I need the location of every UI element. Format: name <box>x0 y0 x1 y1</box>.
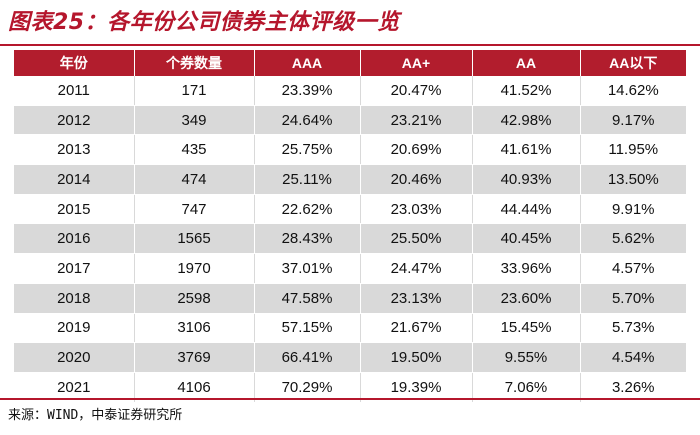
cell-aaa: 24.64% <box>254 105 361 136</box>
cell-aaa: 70.29% <box>254 372 361 403</box>
table-row: 2015 747 22.62% 23.03% 44.44% 9.91% <box>14 194 686 225</box>
cell-count: 171 <box>134 76 255 106</box>
table-row: 2012 349 24.64% 23.21% 42.98% 9.17% <box>14 105 686 136</box>
cell-aa-plus: 23.21% <box>360 105 473 136</box>
header-aaa: AAA <box>254 50 361 76</box>
source-note: 来源：WIND，中泰证券研究所 <box>8 408 183 423</box>
table-row: 2017 1970 37.01% 24.47% 33.96% 4.57% <box>14 253 686 284</box>
cell-below-aa: 13.50% <box>580 164 686 195</box>
cell-aa: 41.61% <box>472 134 581 166</box>
table-row: 2020 3769 66.41% 19.50% 9.55% 4.54% <box>14 342 686 373</box>
cell-year: 2015 <box>14 194 135 225</box>
cell-below-aa: 11.95% <box>580 134 686 166</box>
cell-count: 1565 <box>134 223 255 255</box>
cell-aa-plus: 20.46% <box>360 164 473 195</box>
cell-below-aa: 4.54% <box>580 342 686 373</box>
cell-year: 2017 <box>14 253 135 284</box>
rating-table: 年份 个券数量 AAA AA+ AA AA以下 2011 171 23.39% 20.… <box>14 50 686 403</box>
header-aa: AA <box>472 50 581 76</box>
cell-count: 3769 <box>134 342 255 373</box>
cell-below-aa: 5.73% <box>580 313 686 344</box>
cell-aaa: 25.11% <box>254 164 361 195</box>
cell-aa: 33.96% <box>472 253 581 284</box>
figure-title: 图表25：各年份公司债券主体评级一览 <box>8 10 400 35</box>
rating-table-container: 年份 个券数量 AAA AA+ AA AA以下 2011 171 23.39% 20.… <box>14 50 686 403</box>
cell-count: 3106 <box>134 313 255 344</box>
cell-aaa: 57.15% <box>254 313 361 344</box>
cell-year: 2019 <box>14 313 135 344</box>
cell-aa: 40.93% <box>472 164 581 195</box>
cell-aa-plus: 21.67% <box>360 313 473 344</box>
cell-aa-plus: 23.13% <box>360 283 473 314</box>
cell-count: 747 <box>134 194 255 225</box>
table-row: 2021 4106 70.29% 19.39% 7.06% 3.26% <box>14 372 686 403</box>
cell-aaa: 25.75% <box>254 134 361 166</box>
cell-aaa: 47.58% <box>254 283 361 314</box>
cell-aaa: 23.39% <box>254 76 361 106</box>
cell-aaa: 37.01% <box>254 253 361 284</box>
header-count: 个券数量 <box>134 50 255 76</box>
title-divider <box>0 44 700 46</box>
cell-count: 1970 <box>134 253 255 284</box>
cell-aa-plus: 20.47% <box>360 76 473 106</box>
bottom-divider <box>0 398 700 400</box>
table-row: 2019 3106 57.15% 21.67% 15.45% 5.73% <box>14 313 686 344</box>
cell-year: 2014 <box>14 164 135 195</box>
cell-below-aa: 9.91% <box>580 194 686 225</box>
cell-aa-plus: 20.69% <box>360 134 473 166</box>
cell-year: 2012 <box>14 105 135 136</box>
table-body: 2011 171 23.39% 20.47% 41.52% 14.62% 2012 349 24… <box>14 76 686 403</box>
table-row: 2014 474 25.11% 20.46% 40.93% 13.50% <box>14 164 686 195</box>
cell-aa-plus: 25.50% <box>360 223 473 255</box>
cell-count: 435 <box>134 134 255 166</box>
cell-aa-plus: 24.47% <box>360 253 473 284</box>
cell-aa: 44.44% <box>472 194 581 225</box>
cell-aaa: 28.43% <box>254 223 361 255</box>
cell-year: 2013 <box>14 134 135 166</box>
cell-aa: 41.52% <box>472 76 581 106</box>
cell-aa: 42.98% <box>472 105 581 136</box>
cell-year: 2021 <box>14 372 135 403</box>
cell-count: 2598 <box>134 283 255 314</box>
cell-aa: 23.60% <box>472 283 581 314</box>
cell-below-aa: 9.17% <box>580 105 686 136</box>
cell-aaa: 66.41% <box>254 342 361 373</box>
cell-year: 2018 <box>14 283 135 314</box>
table-header-row: 年份 个券数量 AAA AA+ AA AA以下 <box>14 50 686 76</box>
cell-below-aa: 14.62% <box>580 76 686 106</box>
cell-count: 474 <box>134 164 255 195</box>
table-row: 2011 171 23.39% 20.47% 41.52% 14.62% <box>14 76 686 106</box>
table-row: 2013 435 25.75% 20.69% 41.61% 11.95% <box>14 134 686 166</box>
cell-aa: 9.55% <box>472 342 581 373</box>
table-row: 2016 1565 28.43% 25.50% 40.45% 5.62% <box>14 223 686 255</box>
cell-count: 4106 <box>134 372 255 403</box>
header-aa-plus: AA+ <box>360 50 473 76</box>
table-row: 2018 2598 47.58% 23.13% 23.60% 5.70% <box>14 283 686 314</box>
cell-below-aa: 3.26% <box>580 372 686 403</box>
header-year: 年份 <box>14 50 135 76</box>
cell-below-aa: 5.70% <box>580 283 686 314</box>
cell-aa-plus: 19.39% <box>360 372 473 403</box>
cell-aa: 40.45% <box>472 223 581 255</box>
cell-year: 2016 <box>14 223 135 255</box>
cell-count: 349 <box>134 105 255 136</box>
cell-aaa: 22.62% <box>254 194 361 225</box>
header-below-aa: AA以下 <box>580 50 686 76</box>
cell-year: 2011 <box>14 76 135 106</box>
cell-aa: 15.45% <box>472 313 581 344</box>
cell-aa-plus: 23.03% <box>360 194 473 225</box>
cell-aa: 7.06% <box>472 372 581 403</box>
cell-below-aa: 5.62% <box>580 223 686 255</box>
cell-below-aa: 4.57% <box>580 253 686 284</box>
cell-year: 2020 <box>14 342 135 373</box>
cell-aa-plus: 19.50% <box>360 342 473 373</box>
